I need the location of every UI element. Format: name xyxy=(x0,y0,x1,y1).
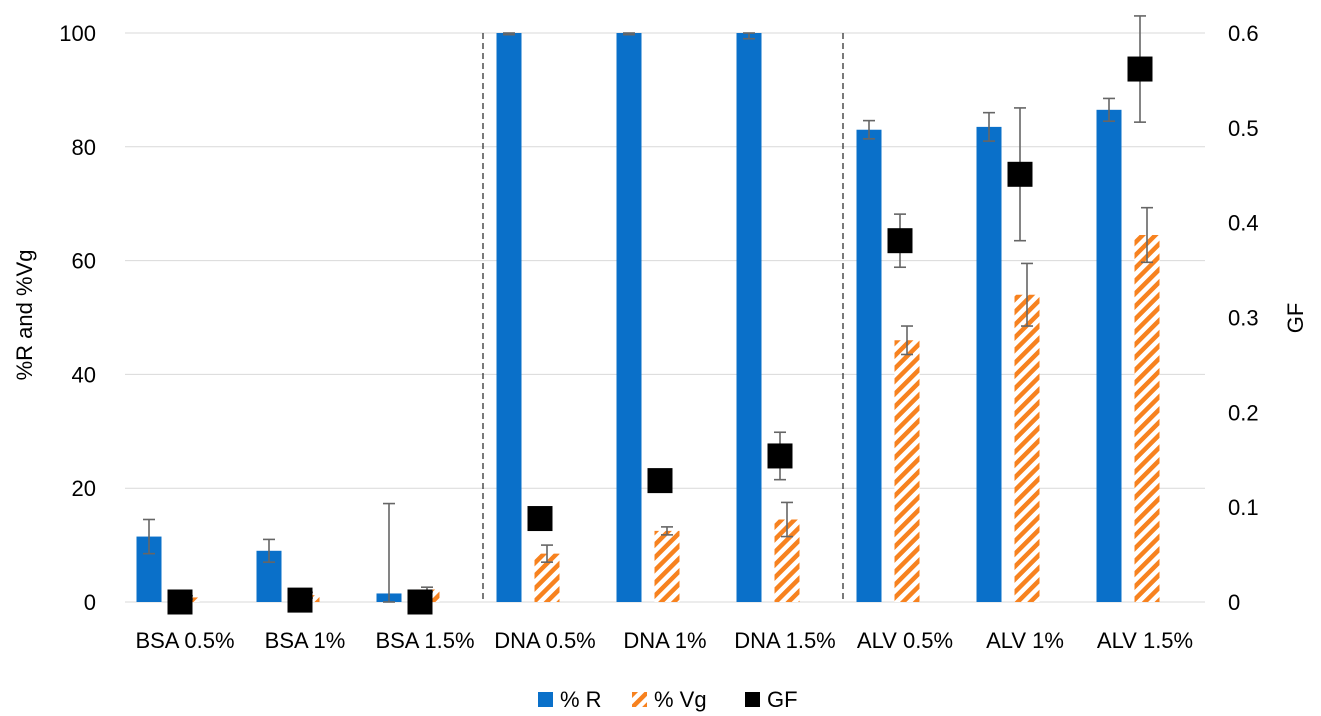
bar-vg xyxy=(894,340,920,602)
marker-gf xyxy=(287,587,313,613)
group-separators xyxy=(482,33,844,602)
y-left-tick-label: 20 xyxy=(72,476,96,501)
y-right-tick-label: 0.5 xyxy=(1228,116,1259,141)
y-right-tick-label: 0 xyxy=(1228,590,1240,615)
y-axis-right-title: GF xyxy=(1283,303,1308,334)
bar-r xyxy=(976,126,1002,602)
legend-swatch-vg xyxy=(632,692,647,707)
bar-r xyxy=(616,33,642,602)
legend-label-vg: % Vg xyxy=(654,687,707,712)
marker-gf xyxy=(407,589,433,615)
bar-r xyxy=(856,129,882,603)
x-tick-label: ALV 1.5% xyxy=(1097,628,1193,653)
y-right-tick-label: 0.3 xyxy=(1228,306,1259,331)
marker-gf xyxy=(527,506,553,532)
y-left-tick-label: 0 xyxy=(84,590,96,615)
markers-series xyxy=(167,56,1153,615)
y-axis-left-ticks: 0 20 40 60 80 100 xyxy=(59,21,96,615)
y-right-tick-label: 0.4 xyxy=(1228,211,1259,236)
x-tick-label: DNA 1.5% xyxy=(734,628,836,653)
marker-gf xyxy=(1127,56,1153,82)
x-axis-ticks: BSA 0.5% BSA 1% BSA 1.5% DNA 0.5% DNA 1% DNA … xyxy=(135,628,1193,653)
y-left-tick-label: 60 xyxy=(72,249,96,274)
x-tick-label: ALV 1% xyxy=(986,628,1064,653)
bar-vg xyxy=(1134,234,1160,602)
y-right-tick-label: 0.2 xyxy=(1228,400,1259,425)
x-tick-label: DNA 1% xyxy=(623,628,706,653)
marker-gf xyxy=(767,443,793,469)
y-left-tick-label: 100 xyxy=(59,21,96,46)
y-axis-left-title: %R and %Vg xyxy=(12,250,37,381)
x-tick-label: BSA 1.5% xyxy=(375,628,474,653)
y-right-tick-label: 0.1 xyxy=(1228,495,1259,520)
x-tick-label: DNA 0.5% xyxy=(494,628,596,653)
legend: % R % Vg GF xyxy=(538,687,798,712)
y-left-tick-label: 80 xyxy=(72,135,96,160)
x-tick-label: BSA 0.5% xyxy=(135,628,234,653)
bar-vg xyxy=(654,530,680,602)
y-right-tick-label: 0.6 xyxy=(1228,21,1259,46)
bar-r xyxy=(1096,109,1122,602)
x-tick-label: BSA 1% xyxy=(265,628,346,653)
legend-swatch-r xyxy=(538,692,553,707)
gridlines xyxy=(125,32,1205,603)
bar-r xyxy=(496,33,522,602)
marker-gf xyxy=(647,468,673,494)
marker-gf xyxy=(1007,161,1033,187)
legend-swatch-gf xyxy=(745,692,760,707)
bar-vg xyxy=(1014,294,1040,602)
legend-label-r: % R xyxy=(560,687,602,712)
bars-series xyxy=(136,33,1160,603)
x-tick-label: ALV 0.5% xyxy=(857,628,953,653)
y-left-tick-label: 40 xyxy=(72,362,96,387)
marker-gf xyxy=(887,228,913,254)
y-axis-right-ticks: 0 0.1 0.2 0.3 0.4 0.5 0.6 xyxy=(1228,21,1259,615)
legend-label-gf: GF xyxy=(767,687,798,712)
bar-r xyxy=(736,33,762,602)
marker-gf xyxy=(167,589,193,615)
